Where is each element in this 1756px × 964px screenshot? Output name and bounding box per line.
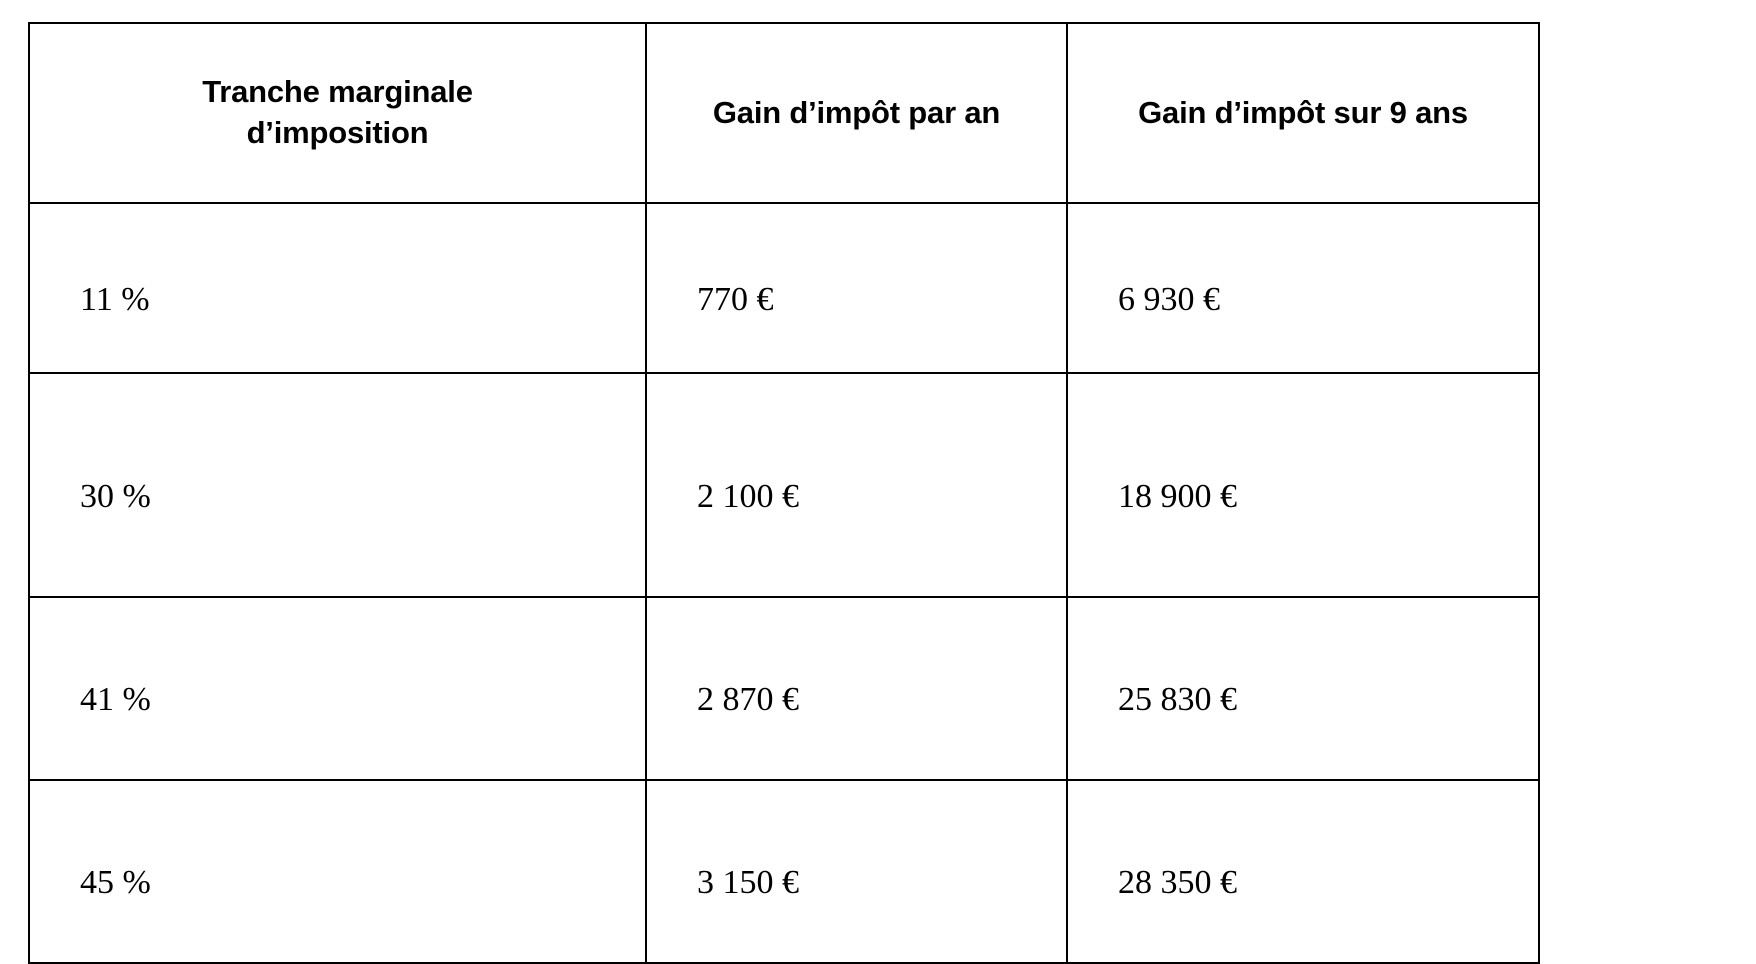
cell-gain-par-an: 2 870 € — [645, 596, 1068, 781]
cell-gain-sur-9-ans: 28 350 € — [1066, 779, 1540, 964]
table-body: 11 % 770 € 6 930 € 30 % 2 100 € 18 900 €… — [28, 202, 1540, 964]
table-header: Tranche marginale d’imposition Gain d’im… — [28, 22, 1540, 204]
cell-gain-sur-9-ans: 25 830 € — [1066, 596, 1540, 781]
cell-gain-par-an: 2 100 € — [645, 372, 1068, 598]
column-header-gain-par-an: Gain d’impôt par an — [645, 22, 1068, 204]
column-header-gain-sur-9-ans: Gain d’impôt sur 9 ans — [1066, 22, 1540, 204]
table-row: 30 % 2 100 € 18 900 € — [28, 372, 1540, 598]
column-header-gain-sur-9-ans-label: Gain d’impôt sur 9 ans — [1138, 94, 1468, 130]
cell-tranche: 11 % — [28, 202, 647, 374]
cell-tranche: 45 % — [28, 779, 647, 964]
cell-gain-sur-9-ans: 18 900 € — [1066, 372, 1540, 598]
cell-gain-sur-9-ans: 6 930 € — [1066, 202, 1540, 374]
cell-tranche: 41 % — [28, 596, 647, 781]
header-row: Tranche marginale d’imposition Gain d’im… — [28, 22, 1540, 204]
cell-gain-par-an: 3 150 € — [645, 779, 1068, 964]
column-header-tranche-label: Tranche marginale d’imposition — [202, 74, 473, 150]
column-header-tranche: Tranche marginale d’imposition — [28, 22, 647, 204]
cell-tranche: 30 % — [28, 372, 647, 598]
column-header-gain-par-an-label: Gain d’impôt par an — [712, 94, 1001, 130]
table-row: 45 % 3 150 € 28 350 € — [28, 779, 1540, 964]
page-root: Tranche marginale d’imposition Gain d’im… — [28, 22, 1540, 964]
gain-impot-table: Tranche marginale d’imposition Gain d’im… — [28, 22, 1540, 964]
table-row: 41 % 2 870 € 25 830 € — [28, 596, 1540, 781]
cell-gain-par-an: 770 € — [645, 202, 1068, 374]
table-container: Tranche marginale d’imposition Gain d’im… — [28, 22, 1540, 964]
table-row: 11 % 770 € 6 930 € — [28, 202, 1540, 374]
